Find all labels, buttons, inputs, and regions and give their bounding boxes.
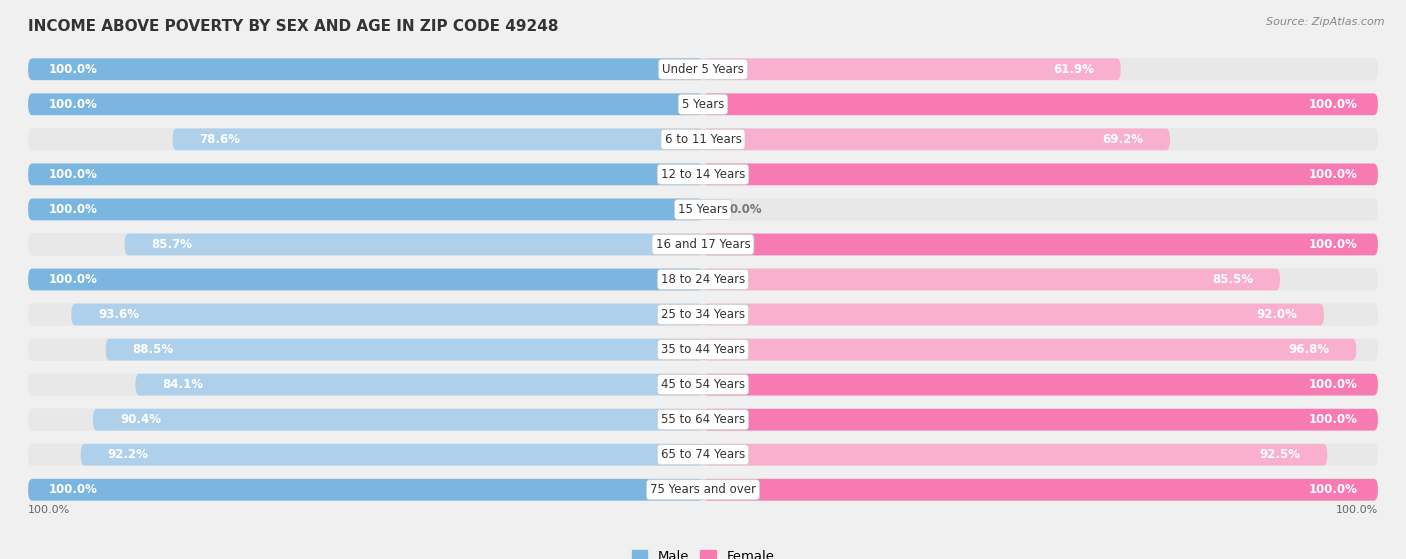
FancyBboxPatch shape: [703, 479, 1378, 501]
FancyBboxPatch shape: [703, 164, 1378, 185]
FancyBboxPatch shape: [28, 443, 1378, 466]
FancyBboxPatch shape: [28, 128, 1378, 150]
FancyBboxPatch shape: [703, 129, 1170, 150]
FancyBboxPatch shape: [28, 338, 1378, 361]
Text: 92.5%: 92.5%: [1260, 448, 1301, 461]
FancyBboxPatch shape: [173, 129, 703, 150]
Text: 35 to 44 Years: 35 to 44 Years: [661, 343, 745, 356]
FancyBboxPatch shape: [703, 58, 1121, 80]
FancyBboxPatch shape: [703, 409, 1378, 430]
Text: 100.0%: 100.0%: [48, 168, 97, 181]
Legend: Male, Female: Male, Female: [626, 545, 780, 559]
Text: 92.0%: 92.0%: [1256, 308, 1296, 321]
Text: 100.0%: 100.0%: [48, 63, 97, 76]
Text: 15 Years: 15 Years: [678, 203, 728, 216]
Text: 100.0%: 100.0%: [28, 505, 70, 515]
FancyBboxPatch shape: [28, 479, 703, 501]
FancyBboxPatch shape: [28, 304, 1378, 326]
FancyBboxPatch shape: [135, 374, 703, 395]
Text: 100.0%: 100.0%: [48, 483, 97, 496]
Text: 100.0%: 100.0%: [1309, 413, 1358, 426]
FancyBboxPatch shape: [28, 269, 703, 290]
Text: 93.6%: 93.6%: [98, 308, 139, 321]
FancyBboxPatch shape: [703, 93, 1378, 115]
Text: 78.6%: 78.6%: [200, 133, 240, 146]
Text: 100.0%: 100.0%: [1336, 505, 1378, 515]
Text: Source: ZipAtlas.com: Source: ZipAtlas.com: [1267, 17, 1385, 27]
Text: 92.2%: 92.2%: [108, 448, 149, 461]
Text: 85.5%: 85.5%: [1212, 273, 1253, 286]
Text: 100.0%: 100.0%: [1309, 98, 1358, 111]
FancyBboxPatch shape: [28, 409, 1378, 431]
FancyBboxPatch shape: [28, 58, 1378, 80]
FancyBboxPatch shape: [703, 339, 1357, 361]
FancyBboxPatch shape: [28, 479, 1378, 501]
Text: 45 to 54 Years: 45 to 54 Years: [661, 378, 745, 391]
FancyBboxPatch shape: [28, 163, 1378, 186]
Text: 100.0%: 100.0%: [48, 98, 97, 111]
Text: Under 5 Years: Under 5 Years: [662, 63, 744, 76]
Text: 69.2%: 69.2%: [1102, 133, 1143, 146]
Text: 16 and 17 Years: 16 and 17 Years: [655, 238, 751, 251]
Text: INCOME ABOVE POVERTY BY SEX AND AGE IN ZIP CODE 49248: INCOME ABOVE POVERTY BY SEX AND AGE IN Z…: [28, 19, 558, 34]
FancyBboxPatch shape: [28, 268, 1378, 291]
Text: 55 to 64 Years: 55 to 64 Years: [661, 413, 745, 426]
Text: 61.9%: 61.9%: [1053, 63, 1094, 76]
FancyBboxPatch shape: [80, 444, 703, 466]
Text: 0.0%: 0.0%: [730, 203, 762, 216]
Text: 18 to 24 Years: 18 to 24 Years: [661, 273, 745, 286]
Text: 100.0%: 100.0%: [1309, 238, 1358, 251]
FancyBboxPatch shape: [72, 304, 703, 325]
FancyBboxPatch shape: [28, 93, 703, 115]
Text: 85.7%: 85.7%: [152, 238, 193, 251]
Text: 100.0%: 100.0%: [1309, 168, 1358, 181]
FancyBboxPatch shape: [28, 373, 1378, 396]
FancyBboxPatch shape: [703, 444, 1327, 466]
FancyBboxPatch shape: [125, 234, 703, 255]
Text: 12 to 14 Years: 12 to 14 Years: [661, 168, 745, 181]
FancyBboxPatch shape: [28, 58, 703, 80]
Text: 88.5%: 88.5%: [132, 343, 174, 356]
Text: 25 to 34 Years: 25 to 34 Years: [661, 308, 745, 321]
FancyBboxPatch shape: [105, 339, 703, 361]
Text: 5 Years: 5 Years: [682, 98, 724, 111]
Text: 90.4%: 90.4%: [120, 413, 160, 426]
Text: 6 to 11 Years: 6 to 11 Years: [665, 133, 741, 146]
FancyBboxPatch shape: [703, 374, 1378, 395]
FancyBboxPatch shape: [28, 198, 703, 220]
FancyBboxPatch shape: [703, 269, 1279, 290]
Text: 84.1%: 84.1%: [163, 378, 204, 391]
FancyBboxPatch shape: [28, 93, 1378, 116]
Text: 100.0%: 100.0%: [1309, 483, 1358, 496]
FancyBboxPatch shape: [28, 233, 1378, 255]
Text: 75 Years and over: 75 Years and over: [650, 483, 756, 496]
Text: 100.0%: 100.0%: [48, 203, 97, 216]
Text: 100.0%: 100.0%: [1309, 378, 1358, 391]
Text: 96.8%: 96.8%: [1288, 343, 1329, 356]
Text: 65 to 74 Years: 65 to 74 Years: [661, 448, 745, 461]
FancyBboxPatch shape: [703, 234, 1378, 255]
Text: 100.0%: 100.0%: [48, 273, 97, 286]
FancyBboxPatch shape: [28, 198, 1378, 221]
FancyBboxPatch shape: [28, 164, 703, 185]
FancyBboxPatch shape: [703, 304, 1324, 325]
FancyBboxPatch shape: [93, 409, 703, 430]
